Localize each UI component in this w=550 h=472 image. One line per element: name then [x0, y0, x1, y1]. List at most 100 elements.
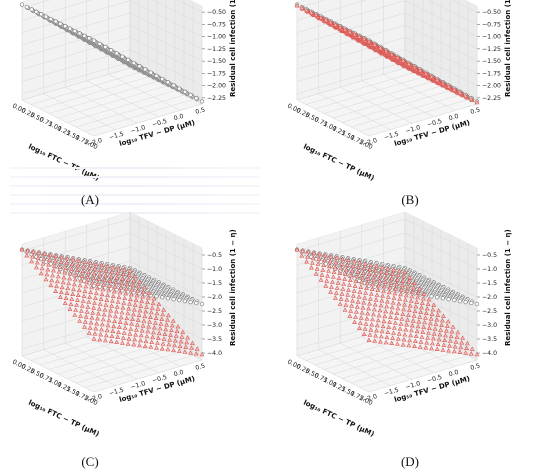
data-point-circle [131, 60, 136, 66]
data-point-triangle [132, 337, 138, 342]
data-point-triangle [356, 34, 362, 39]
data-point-triangle [199, 351, 205, 357]
data-point-triangle [36, 250, 42, 255]
data-point-triangle [49, 277, 55, 283]
data-point-triangle [388, 314, 393, 319]
data-point-triangle [305, 249, 311, 254]
data-point-circle [474, 301, 480, 307]
data-point-triangle [439, 322, 445, 327]
data-point-triangle [114, 304, 120, 309]
data-point-triangle [83, 283, 89, 289]
data-point-triangle [103, 302, 109, 307]
data-point-triangle [56, 269, 62, 274]
data-point-triangle [71, 281, 77, 287]
data-point-triangle [408, 298, 414, 303]
data-point-triangle [448, 333, 454, 339]
data-point-triangle [111, 288, 117, 294]
data-point-circle [19, 2, 25, 7]
data-point-triangle [341, 281, 347, 286]
data-point-triangle [457, 90, 463, 95]
y-tick-label: −0.5 [426, 374, 442, 385]
panel-label-d: (D) [400, 454, 420, 469]
data-point-triangle [145, 295, 151, 300]
panel-label-b: (B) [401, 192, 419, 207]
data-point-triangle [447, 343, 452, 348]
data-point-triangle [173, 333, 179, 338]
data-point-triangle [409, 323, 415, 328]
data-point-triangle [30, 254, 35, 259]
data-point-triangle [353, 309, 359, 314]
data-point-triangle [373, 268, 379, 273]
z-axis-label: Residual cell infection (1 − η) [229, 0, 237, 97]
data-point-triangle [360, 275, 366, 280]
data-point-triangle [19, 247, 25, 252]
data-point-triangle [105, 292, 111, 298]
data-point-triangle [125, 277, 131, 282]
data-point-triangle [367, 296, 373, 301]
data-point-triangle [179, 334, 185, 339]
data-point-triangle [331, 269, 337, 274]
z-gridline [296, 0, 478, 13]
data-point-triangle [455, 329, 461, 335]
data-point-triangle [146, 290, 152, 295]
data-point-triangle [102, 307, 108, 312]
data-point-triangle [25, 248, 31, 253]
data-point-triangle [104, 327, 110, 333]
data-point-triangle [421, 291, 427, 296]
data-point-circle [165, 80, 171, 85]
data-point-triangle [387, 319, 393, 324]
data-point-triangle [117, 290, 123, 295]
data-point-triangle [434, 77, 440, 82]
data-point-triangle [404, 322, 410, 327]
data-point-triangle [332, 22, 338, 27]
data-point-triangle [137, 308, 143, 313]
data-point-triangle [47, 252, 53, 258]
x-axis-label: log₁₀ FTC − TP (μM) [302, 399, 375, 439]
data-point-triangle [440, 313, 446, 318]
data-point-triangle [373, 297, 379, 302]
data-point-triangle [51, 268, 56, 273]
data-point-triangle [102, 277, 108, 282]
data-point-triangle [325, 273, 331, 278]
data-point-circle [182, 89, 188, 94]
data-point-triangle [406, 342, 412, 348]
data-point-triangle [435, 312, 441, 317]
data-point-triangle [84, 279, 90, 284]
data-point-triangle [474, 99, 480, 105]
data-point-triangle [338, 265, 344, 271]
data-point-triangle [116, 266, 122, 271]
data-point-triangle [419, 334, 425, 339]
data-point-triangle [107, 312, 113, 318]
z-tick-label: −0.50 [482, 9, 501, 16]
panel-label-c: (C) [81, 454, 99, 469]
z-tick-label: −1.0 [482, 266, 497, 273]
data-point-circle [43, 14, 49, 19]
data-point-triangle [362, 326, 368, 331]
data-point-triangle [157, 325, 163, 331]
data-point-triangle [108, 274, 114, 279]
data-point-triangle [387, 285, 393, 290]
data-point-triangle [78, 313, 83, 318]
data-point-triangle [429, 340, 435, 346]
data-point-triangle [342, 307, 348, 312]
data-point-triangle [78, 308, 84, 313]
data-point-triangle [64, 290, 70, 296]
data-point-circle [125, 57, 131, 62]
data-point-triangle [322, 252, 328, 258]
data-point-triangle [346, 282, 352, 287]
data-point-triangle [133, 297, 139, 303]
data-point-triangle [365, 276, 371, 281]
y-tick-label: −2.0 [87, 393, 103, 404]
data-point-triangle [338, 296, 344, 301]
data-point-triangle [323, 283, 329, 288]
z-gridline [21, 0, 203, 25]
data-point-triangle [440, 347, 446, 352]
data-point-triangle [399, 282, 405, 288]
data-point-triangle [115, 270, 121, 275]
data-point-triangle [82, 259, 87, 264]
data-point-triangle [189, 345, 194, 350]
data-point-triangle [144, 333, 150, 339]
data-point-triangle [62, 300, 68, 305]
data-point-triangle [377, 339, 383, 344]
data-point-triangle [434, 346, 440, 351]
